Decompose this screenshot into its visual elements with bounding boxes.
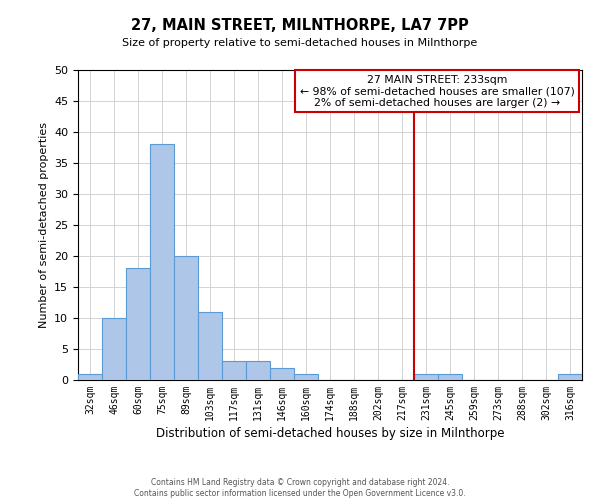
Bar — [198, 312, 222, 380]
Bar — [558, 374, 582, 380]
Bar — [102, 318, 126, 380]
Bar — [438, 374, 462, 380]
Bar — [414, 374, 438, 380]
Bar — [126, 268, 150, 380]
X-axis label: Distribution of semi-detached houses by size in Milnthorpe: Distribution of semi-detached houses by … — [156, 427, 504, 440]
Bar — [294, 374, 318, 380]
Bar — [246, 362, 270, 380]
Text: Size of property relative to semi-detached houses in Milnthorpe: Size of property relative to semi-detach… — [122, 38, 478, 48]
Bar — [174, 256, 198, 380]
Bar — [222, 362, 246, 380]
Bar — [150, 144, 174, 380]
Bar — [78, 374, 102, 380]
Bar — [270, 368, 294, 380]
Text: 27, MAIN STREET, MILNTHORPE, LA7 7PP: 27, MAIN STREET, MILNTHORPE, LA7 7PP — [131, 18, 469, 32]
Text: Contains HM Land Registry data © Crown copyright and database right 2024.
Contai: Contains HM Land Registry data © Crown c… — [134, 478, 466, 498]
Y-axis label: Number of semi-detached properties: Number of semi-detached properties — [38, 122, 49, 328]
Text: 27 MAIN STREET: 233sqm
← 98% of semi-detached houses are smaller (107)
2% of sem: 27 MAIN STREET: 233sqm ← 98% of semi-det… — [299, 74, 574, 108]
